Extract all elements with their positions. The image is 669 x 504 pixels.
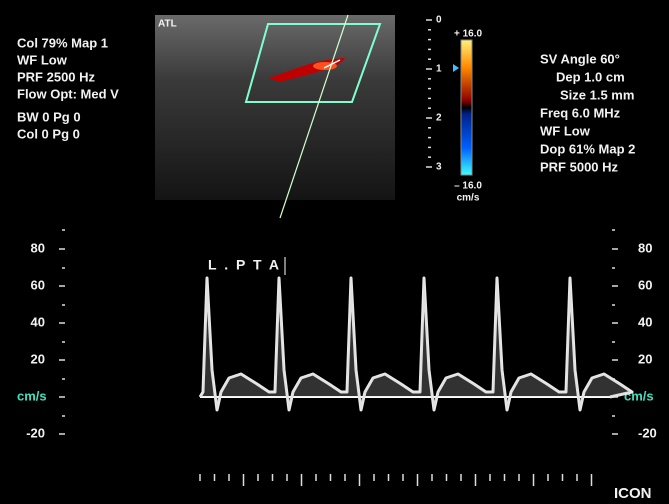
color-bar [461,40,472,175]
velocity-label-right: 60 [638,277,652,292]
color-setting: Col 0 Pg 0 [17,126,80,141]
doppler-setting: SV Angle 60° [540,51,620,66]
velocity-label-left: 80 [31,240,45,255]
doppler-setting: Size 1.5 mm [560,87,634,102]
depth-label: 1 [436,64,442,75]
velocity-label-left: 60 [31,277,45,292]
doppler-setting: Dep 1.0 cm [556,69,625,84]
color-bar-max: + 16.0 [454,29,483,40]
color-setting: WF Low [17,52,68,67]
color-bar-unit: cm/s [457,193,480,204]
velocity-label-right: 40 [638,314,652,329]
vessel-label: L . P T A [208,257,281,273]
depth-label: 0 [436,15,442,26]
color-setting: BW 0 Pg 0 [17,109,81,124]
doppler-setting: WF Low [540,123,591,138]
velocity-label-left: cm/s [17,388,47,403]
logo: ATL [158,19,177,30]
doppler-setting: Dop 61% Map 2 [540,141,635,156]
depth-label: 3 [436,162,442,173]
b-mode-image [155,15,395,200]
color-setting: Flow Opt: Med V [17,86,119,101]
velocity-label-left: -20 [26,425,45,440]
velocity-label-right: 20 [638,351,652,366]
depth-label: 2 [436,113,442,124]
page: {"ultrasound": { "logo": "ATL", "color_s… [0,0,669,504]
velocity-label-right: 80 [638,240,652,255]
velocity-label-left: 20 [31,351,45,366]
ultrasound-screen: ATL + 16.0 – 16.0 cm/s L . P T A ICON Co… [0,0,669,504]
baseline-marker [453,64,459,72]
doppler-setting: Freq 6.0 MHz [540,105,621,120]
color-bar-min: – 16.0 [454,181,482,192]
velocity-label-right: -20 [638,425,657,440]
color-setting: Col 79% Map 1 [17,35,108,50]
doppler-setting: PRF 5000 Hz [540,159,619,174]
watermark: ICON [614,485,652,502]
color-setting: PRF 2500 Hz [17,69,96,84]
velocity-label-left: 40 [31,314,45,329]
